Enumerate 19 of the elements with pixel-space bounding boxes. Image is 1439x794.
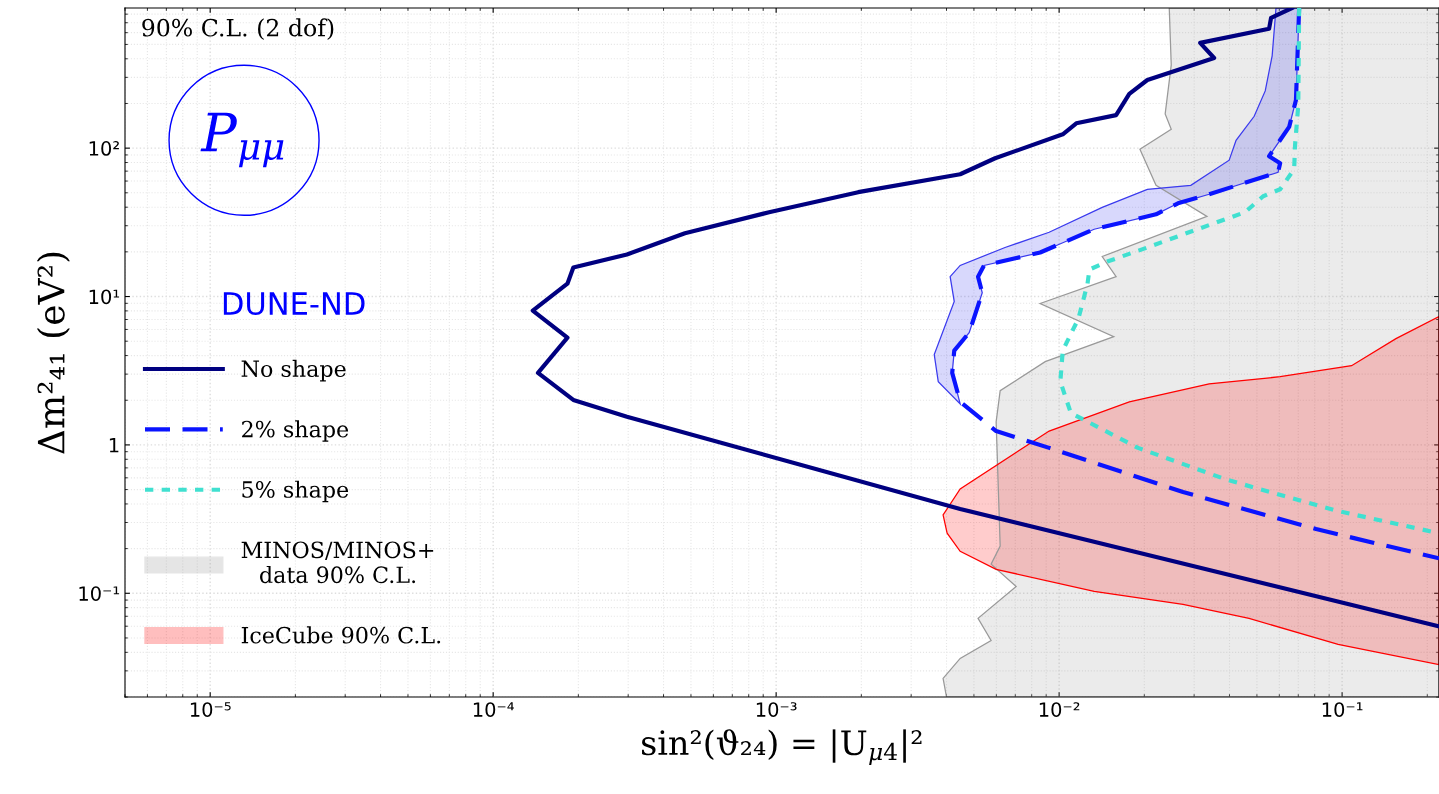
annotation: P$_{μμ}$ (200, 112, 284, 168)
legend-title: DUNE-ND (223, 292, 365, 316)
x-tick-label: 10⁻¹ (1322, 702, 1363, 717)
legend-label: MINOS/MINOS+ data 90% C.L. (241, 541, 434, 584)
y-tick-label: 10¹ (89, 289, 120, 305)
x-tick-label: 10⁻² (1039, 702, 1080, 717)
legend-label: IceCube 90% C.L. (241, 626, 441, 644)
annotation: 90% C.L. (2 dof) (142, 18, 334, 40)
y-tick-label: 10⁻¹ (79, 586, 120, 601)
x-tick-label: 10⁻⁴ (473, 702, 514, 717)
x-tick-label: 10⁻³ (756, 702, 797, 717)
y-tick-label: 10² (89, 141, 119, 156)
legend-label: 5% shape (242, 480, 349, 503)
y-tick-label: 1 (109, 438, 119, 453)
y-axis-title: Δm²₄₁ (eV²) (36, 252, 70, 454)
x-axis-title: sin²(ϑ₂₄) = |U$_{μ4}$|² (642, 729, 922, 765)
legend-label: 2% shape (242, 420, 349, 442)
x-tick-label: 10⁻⁵ (190, 702, 231, 717)
legend-label: No shape (241, 359, 346, 382)
